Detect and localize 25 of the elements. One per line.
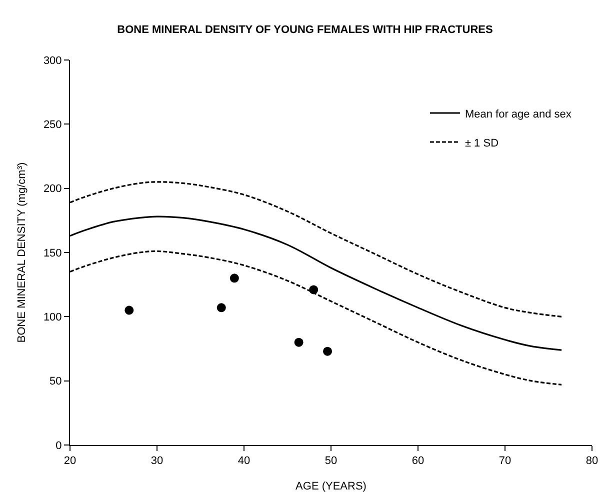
legend-label: Mean for age and sex [464, 108, 572, 120]
x-tick-label: 30 [150, 455, 164, 468]
y-tick-label: 300 [43, 54, 62, 67]
x-axis-title: AGE (YEARS) [296, 480, 366, 492]
x-tick-label: 60 [412, 455, 424, 468]
y-tick-label: 50 [50, 376, 62, 388]
y-axis-title: BONE MINERAL DENSITY (mg/cm³) [16, 162, 28, 343]
point [294, 338, 304, 347]
x-tick-label: 50 [324, 455, 338, 468]
point [124, 306, 134, 315]
point [216, 303, 226, 312]
x-tick-label: 70 [498, 455, 512, 468]
y-tick-label: 150 [43, 247, 62, 260]
point [323, 346, 332, 356]
x-tick-label: 80 [586, 455, 598, 468]
x-tick-label: 20 [64, 455, 76, 468]
x-tick-label: 40 [238, 455, 250, 468]
y-tick-label: 0 [56, 440, 62, 452]
chart-title: BONE MINERAL DENSITY OF YOUNG FEMALES WITH HIP FRACTURES [117, 24, 493, 36]
point [230, 274, 239, 283]
y-tick-label: 250 [43, 119, 62, 132]
y-tick-label: 200 [43, 183, 62, 196]
y-tick-label: 100 [43, 312, 62, 324]
point [309, 285, 318, 294]
legend-label: ± 1 SD [464, 137, 499, 150]
